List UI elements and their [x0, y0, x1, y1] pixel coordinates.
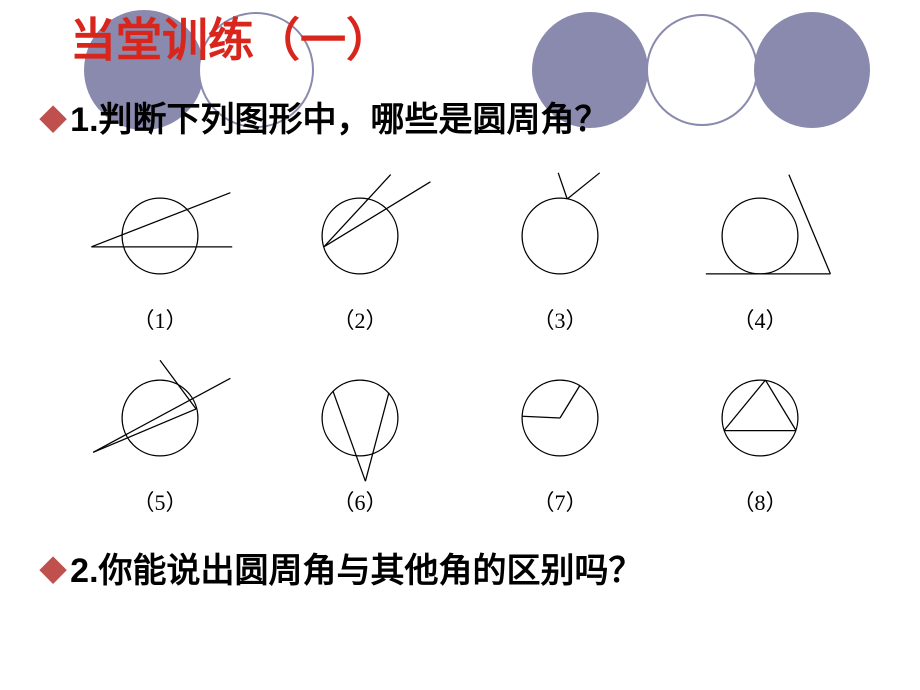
- figure-diagram: [80, 353, 240, 483]
- figure-label: （2）: [332, 303, 387, 335]
- figure-8: （8）: [680, 353, 840, 517]
- figure-diagram: [480, 353, 640, 483]
- figure-label: （1）: [132, 303, 187, 335]
- figure-label: （4）: [732, 303, 787, 335]
- bullet-diamond-icon: ◆: [40, 548, 66, 588]
- figure-diagram: [280, 353, 440, 483]
- question-1-text: 1.判断下列图形中，哪些是圆周角？: [70, 92, 608, 141]
- figure-label: （3）: [532, 303, 587, 335]
- figure-diagram: [680, 171, 840, 301]
- figures-grid: （1） （2） （3） （4） （5） （6） （7） （8）: [40, 171, 880, 517]
- figure-diagram: [80, 171, 240, 301]
- question-2-text: 2.你能说出圆周角与其他角的区别吗？: [70, 543, 642, 592]
- figure-label: （5）: [132, 485, 187, 517]
- bullet-diamond-icon: ◆: [40, 97, 66, 137]
- figure-3: （3）: [480, 171, 640, 335]
- figure-1: （1）: [80, 171, 240, 335]
- figure-4: （4）: [680, 171, 840, 335]
- figure-diagram: [280, 171, 440, 301]
- figure-label: （7）: [532, 485, 587, 517]
- figure-5: （5）: [80, 353, 240, 517]
- question-2: ◆ 2.你能说出圆周角与其他角的区别吗？: [40, 543, 880, 592]
- figure-diagram: [680, 353, 840, 483]
- figure-diagram: [480, 171, 640, 301]
- figure-label: （6）: [332, 485, 387, 517]
- figure-6: （6）: [280, 353, 440, 517]
- slide-content: 当堂训练（一） ◆ 1.判断下列图形中，哪些是圆周角？ （1） （2） （3） （4）…: [0, 0, 920, 592]
- figure-2: （2）: [280, 171, 440, 335]
- slide-title: 当堂训练（一）: [40, 0, 880, 70]
- figure-label: （8）: [732, 485, 787, 517]
- question-1: ◆ 1.判断下列图形中，哪些是圆周角？: [40, 92, 880, 141]
- figure-7: （7）: [480, 353, 640, 517]
- title-text: 当堂训练（一）: [70, 14, 392, 66]
